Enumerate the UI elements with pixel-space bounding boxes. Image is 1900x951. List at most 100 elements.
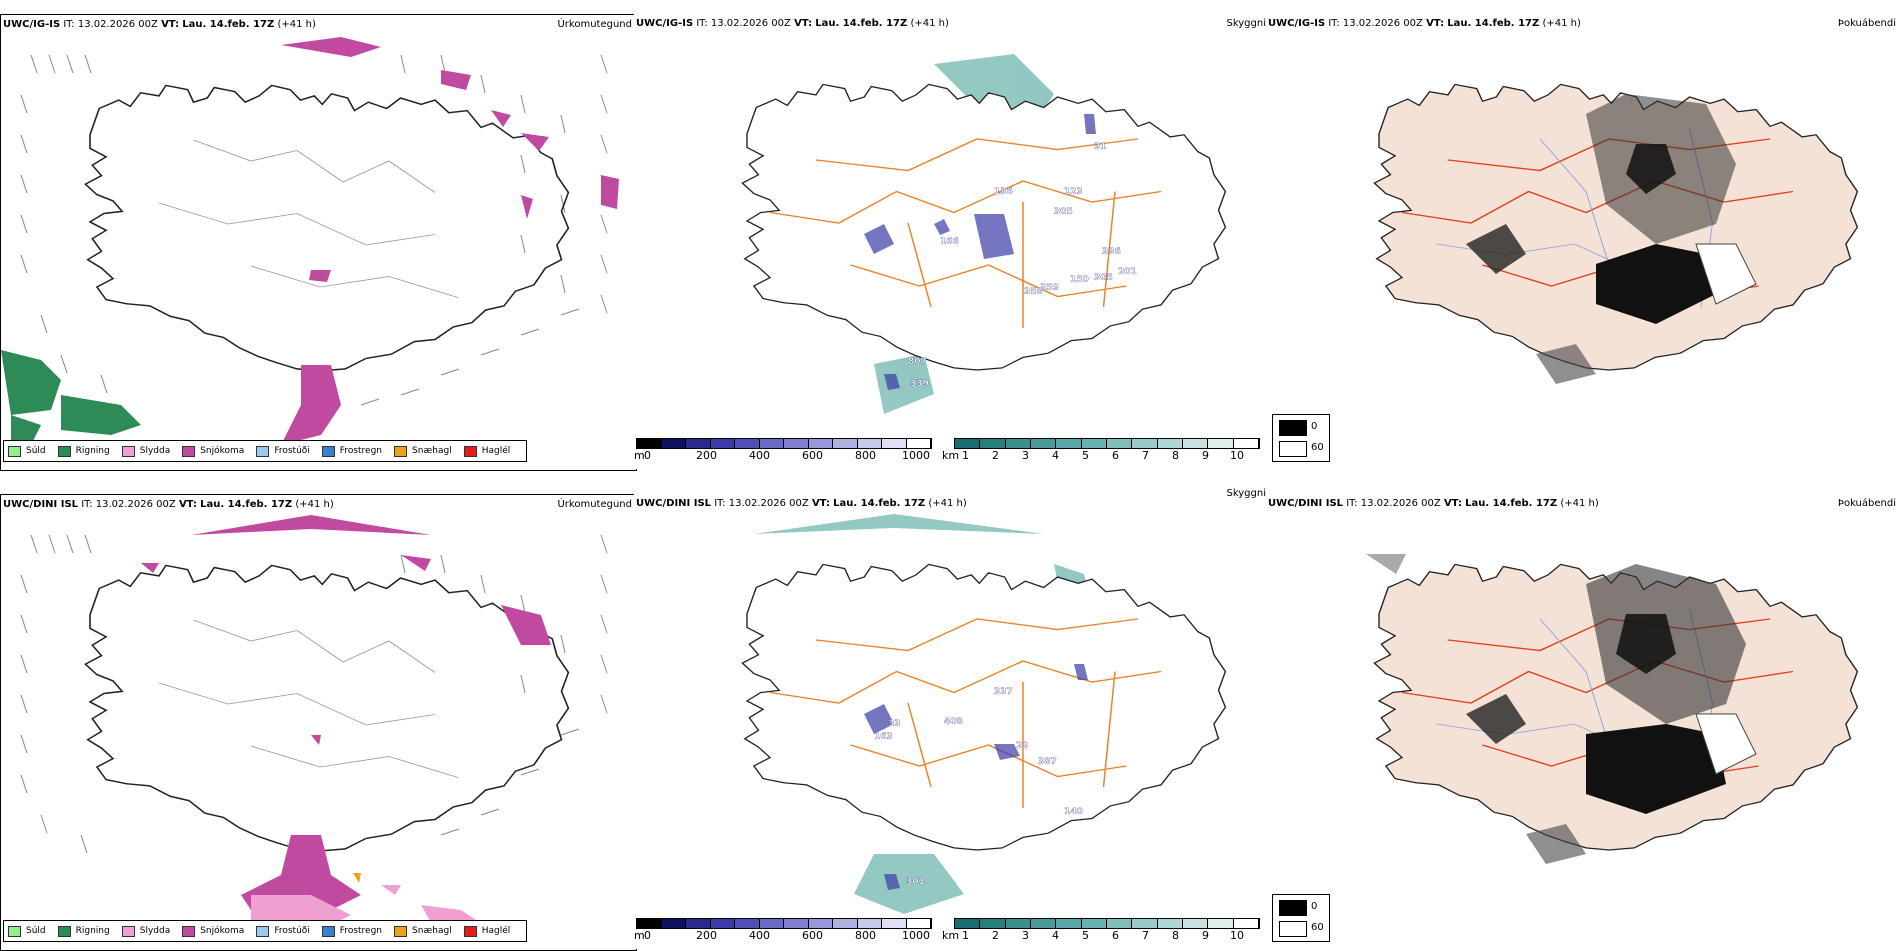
cloud-label: 387 xyxy=(1038,757,1057,767)
cloud-label: 163 xyxy=(874,732,893,742)
fog-legend: 0 60 xyxy=(1272,414,1330,462)
height-tick: 400 xyxy=(749,929,770,942)
snow-areas xyxy=(141,515,551,925)
legend-item: Snæhagl xyxy=(394,445,452,457)
fog-legend-black: 0 xyxy=(1311,901,1318,912)
height-colorbar: m 0 200 400 600 800 1000 xyxy=(634,438,934,464)
visibility-tick: 8 xyxy=(1172,449,1179,462)
visibility-tick: 4 xyxy=(1052,449,1059,462)
visibility-tick: 6 xyxy=(1112,449,1119,462)
legend-item: Frostregn xyxy=(321,445,382,457)
panel-header: UWC/DINI ISL IT: 13.02.2026 00Z VT: Lau.… xyxy=(1268,498,1599,509)
cloud-label: 408 xyxy=(944,717,963,727)
height-tick: 0 xyxy=(644,449,651,462)
cloud-label: 33 xyxy=(888,719,901,729)
cloud-label: 201 xyxy=(1118,267,1137,277)
fog-panel-top: UWC/IG-IS IT: 13.02.2026 00Z VT: Lau. 14… xyxy=(1266,14,1900,469)
panel-header: UWC/IG-IS IT: 13.02.2026 00Z VT: Lau. 14… xyxy=(3,19,316,30)
cloud-map: 166 136 123 305 336 201 359 358 150 305 … xyxy=(741,54,1227,414)
visibility-tick: 10 xyxy=(1230,449,1244,462)
visibility-tick: 5 xyxy=(1082,929,1089,942)
fog-panel-bottom: UWC/DINI ISL IT: 13.02.2026 00Z VT: Lau.… xyxy=(1266,494,1900,949)
precip-map xyxy=(20,515,608,940)
panel-header: UWC/IG-IS IT: 13.02.2026 00Z VT: Lau. 14… xyxy=(1268,18,1581,29)
precip-type-panel-bottom: UWC/DINI ISL IT: 13.02.2026 00Z VT: Lau.… xyxy=(0,494,637,951)
visibility-tick: 4 xyxy=(1052,929,1059,942)
fog-areas xyxy=(1466,94,1757,384)
visibility-tick: 1 xyxy=(962,929,969,942)
snow-areas xyxy=(281,37,619,445)
cloud-label: 31 xyxy=(1094,142,1107,152)
height-unit: m xyxy=(634,929,645,942)
cloud-label: 337 xyxy=(994,687,1013,697)
wind-barbs xyxy=(20,54,608,416)
cloud-height-labels: 166 136 123 305 336 201 359 358 150 305 … xyxy=(908,142,1137,389)
legend-item: Snjókoma xyxy=(182,925,244,937)
legend-item: Snjókoma xyxy=(182,445,244,457)
visibility-tick: 6 xyxy=(1112,929,1119,942)
panel-header: UWC/DINI ISL IT: 13.02.2026 00Z VT: Lau.… xyxy=(636,498,967,509)
fog-map xyxy=(1366,554,1859,864)
legend-item: Slydda xyxy=(121,925,170,937)
cloud-map: 33 163 408 337 22 387 301 140 xyxy=(741,514,1227,914)
cloud-height-labels: 33 163 408 337 22 387 301 140 xyxy=(874,687,1083,887)
legend-item: Rigning xyxy=(57,445,110,457)
visibility-colorbar: km 1 2 3 4 5 6 7 8 9 10 xyxy=(942,438,1262,464)
fog-map xyxy=(1373,83,1859,384)
cloud-label: 305 xyxy=(1054,207,1073,217)
legend-item: Frostúði xyxy=(256,925,310,937)
legend-item: Slydda xyxy=(121,445,170,457)
cloud-label: 359 xyxy=(1040,283,1059,293)
height-tick: 600 xyxy=(802,929,823,942)
cloud-label: 305 xyxy=(1094,273,1113,283)
legend-item: Rigning xyxy=(57,925,110,937)
height-tick: 200 xyxy=(696,449,717,462)
legend-item: Haglél xyxy=(463,445,510,457)
cloud-label: 358 xyxy=(1024,287,1043,297)
visibility-colorbar: km 1 2 3 4 5 6 7 8 9 10 xyxy=(942,918,1262,944)
cloud-label: 339 xyxy=(910,379,929,389)
height-tick: 800 xyxy=(855,449,876,462)
rain-areas xyxy=(1,350,141,445)
legend-item: Haglél xyxy=(463,925,510,937)
low-cloud-areas xyxy=(864,114,1096,390)
visibility-unit: km xyxy=(942,449,960,462)
height-tick: 1000 xyxy=(902,449,930,462)
panel-title: Úrkomutegund xyxy=(557,499,632,510)
cloud-label: 22 xyxy=(1016,741,1029,751)
cloud-label: 123 xyxy=(1064,187,1083,197)
fog-legend: 0 60 xyxy=(1272,894,1330,942)
visibility-tick: 9 xyxy=(1202,449,1209,462)
panel-header: UWC/IG-IS IT: 13.02.2026 00Z VT: Lau. 14… xyxy=(636,18,949,29)
panel-title: Skyggni xyxy=(1226,488,1266,499)
legend-item: Snæhagl xyxy=(394,925,452,937)
cloud-label: 301 xyxy=(906,877,925,887)
panel-header: UWC/DINI ISL IT: 13.02.2026 00Z VT: Lau.… xyxy=(3,499,334,510)
precip-legend: Súld Rigning Slydda Snjókoma Frostúði Fr… xyxy=(3,920,528,942)
cloud-label: 807 xyxy=(908,357,927,367)
cloud-label: 166 xyxy=(940,237,959,247)
height-tick: 0 xyxy=(644,929,651,942)
legend-item: Frostregn xyxy=(321,925,382,937)
height-unit: m xyxy=(634,449,645,462)
fog-legend-white: 60 xyxy=(1311,442,1324,453)
fog-legend-white: 60 xyxy=(1311,922,1324,933)
precip-legend: Súld Rigning Slydda Snjókoma Frostúði Fr… xyxy=(3,440,528,462)
visibility-tick: 8 xyxy=(1172,929,1179,942)
cloud-label: 140 xyxy=(1064,807,1083,817)
legend-item: Súld xyxy=(8,925,46,937)
precip-type-panel-top: UWC/IG-IS IT: 13.02.2026 00Z VT: Lau. 14… xyxy=(0,14,637,471)
height-tick: 600 xyxy=(802,449,823,462)
fog-legend-black: 0 xyxy=(1311,421,1318,432)
visibility-unit: km xyxy=(942,929,960,942)
cloud-base-panel-bottom: UWC/DINI ISL IT: 13.02.2026 00Z VT: Lau.… xyxy=(634,488,1266,949)
cloud-label: 336 xyxy=(1102,247,1121,257)
low-cloud-areas xyxy=(864,664,1088,890)
panel-title: Þokuábendi xyxy=(1837,18,1896,29)
cloud-base-panel-top: UWC/IG-IS IT: 13.02.2026 00Z VT: Lau. 14… xyxy=(634,14,1266,469)
wind-barbs xyxy=(20,534,608,854)
legend-item: Súld xyxy=(8,445,46,457)
precip-map xyxy=(1,37,619,445)
cloud-label: 136 xyxy=(994,187,1013,197)
legend-item: Frostúði xyxy=(256,445,310,457)
